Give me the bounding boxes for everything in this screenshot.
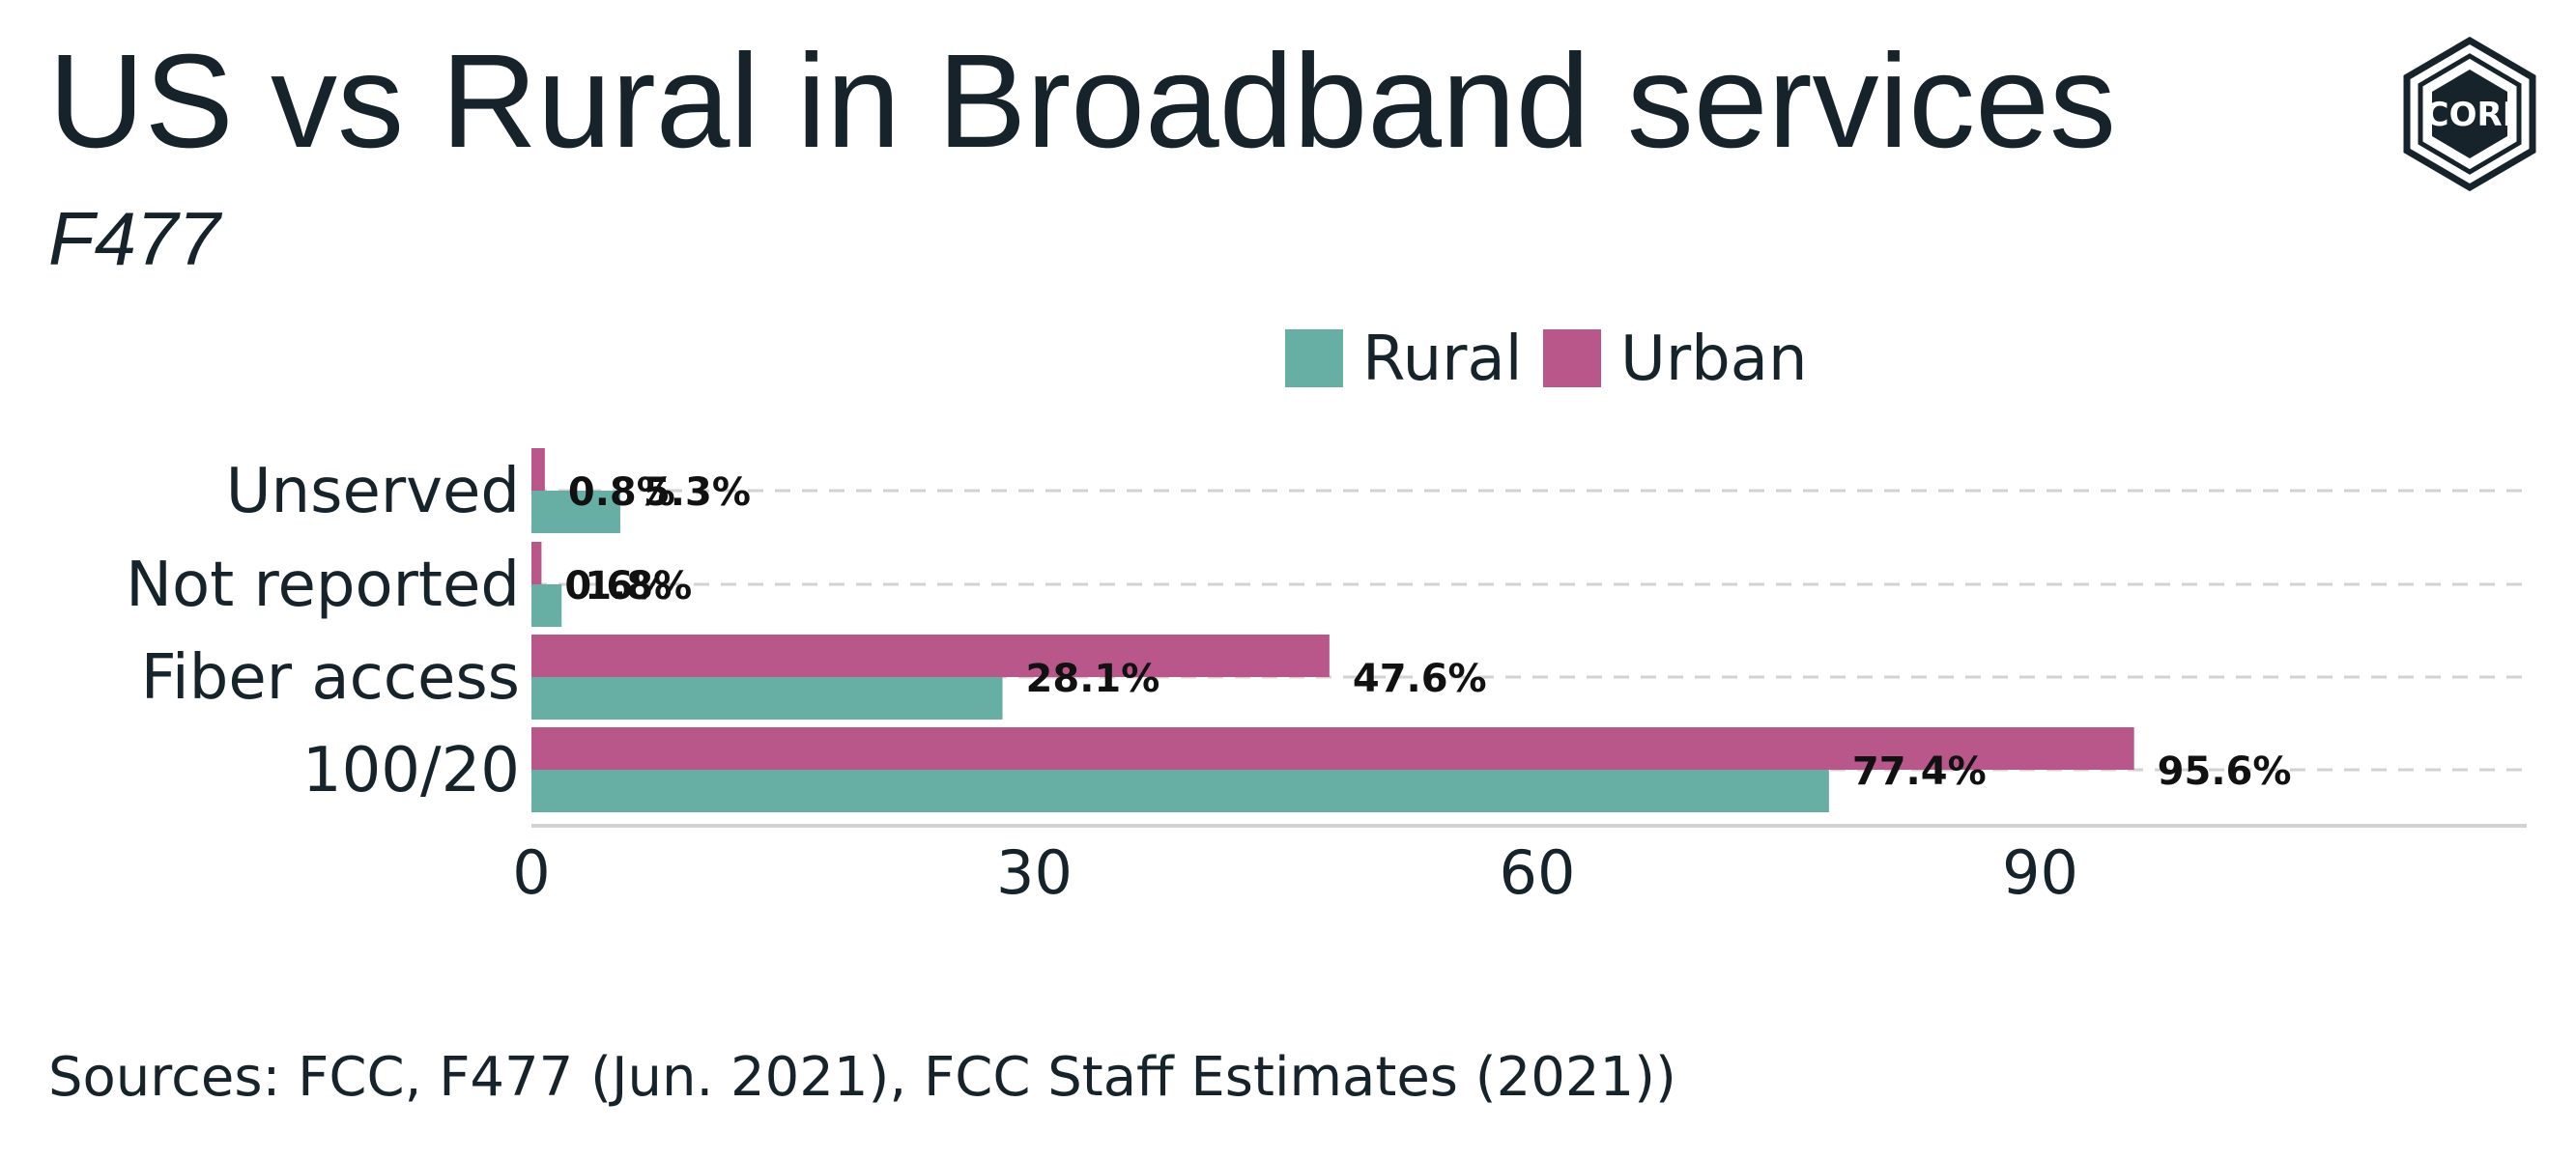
source-note: Sources: FCC, F477 (Jun. 2021), FCC Staf… xyxy=(48,1046,1676,1109)
data-label-urban: 0.6% xyxy=(564,564,672,608)
cori-logo-icon: CORI xyxy=(2403,37,2536,191)
y-tick-label: 100/20 xyxy=(302,735,520,806)
logo-text: CORI xyxy=(2425,96,2515,134)
x-tick-label: 90 xyxy=(2002,837,2078,908)
bar-urban xyxy=(531,448,545,491)
data-label-urban: 47.6% xyxy=(1353,657,1487,701)
data-label-urban: 0.8% xyxy=(568,470,675,515)
data-label-rural: 1.8% xyxy=(585,564,692,608)
bar-rural xyxy=(531,584,562,627)
bar-rural xyxy=(531,491,620,533)
chart-title: US vs Rural in Broadband services xyxy=(48,27,2116,176)
x-tick-label: 60 xyxy=(1500,837,1576,908)
legend-swatch-urban xyxy=(1543,329,1601,387)
data-label-rural: 5.3% xyxy=(644,470,751,515)
bar-urban xyxy=(531,727,2134,770)
y-tick-label: Unserved xyxy=(226,456,520,527)
bar-rural xyxy=(531,677,1003,720)
data-label-rural: 28.1% xyxy=(1026,657,1160,701)
data-label-urban: 95.6% xyxy=(2158,749,2292,794)
y-tick-label: Not reported xyxy=(126,550,520,621)
bar-urban xyxy=(531,635,1330,677)
legend-label-urban: Urban xyxy=(1620,324,1808,395)
y-tick-label: Fiber access xyxy=(141,642,520,714)
x-tick-label: 30 xyxy=(996,837,1073,908)
legend-label-rural: Rural xyxy=(1362,324,1522,395)
data-label-rural: 77.4% xyxy=(1852,749,1987,794)
bar-rural xyxy=(531,770,1829,812)
bar-urban xyxy=(531,542,542,584)
legend-swatch-rural xyxy=(1285,329,1343,387)
x-tick-label: 0 xyxy=(512,837,550,908)
chart-subtitle: F477 xyxy=(48,196,220,281)
